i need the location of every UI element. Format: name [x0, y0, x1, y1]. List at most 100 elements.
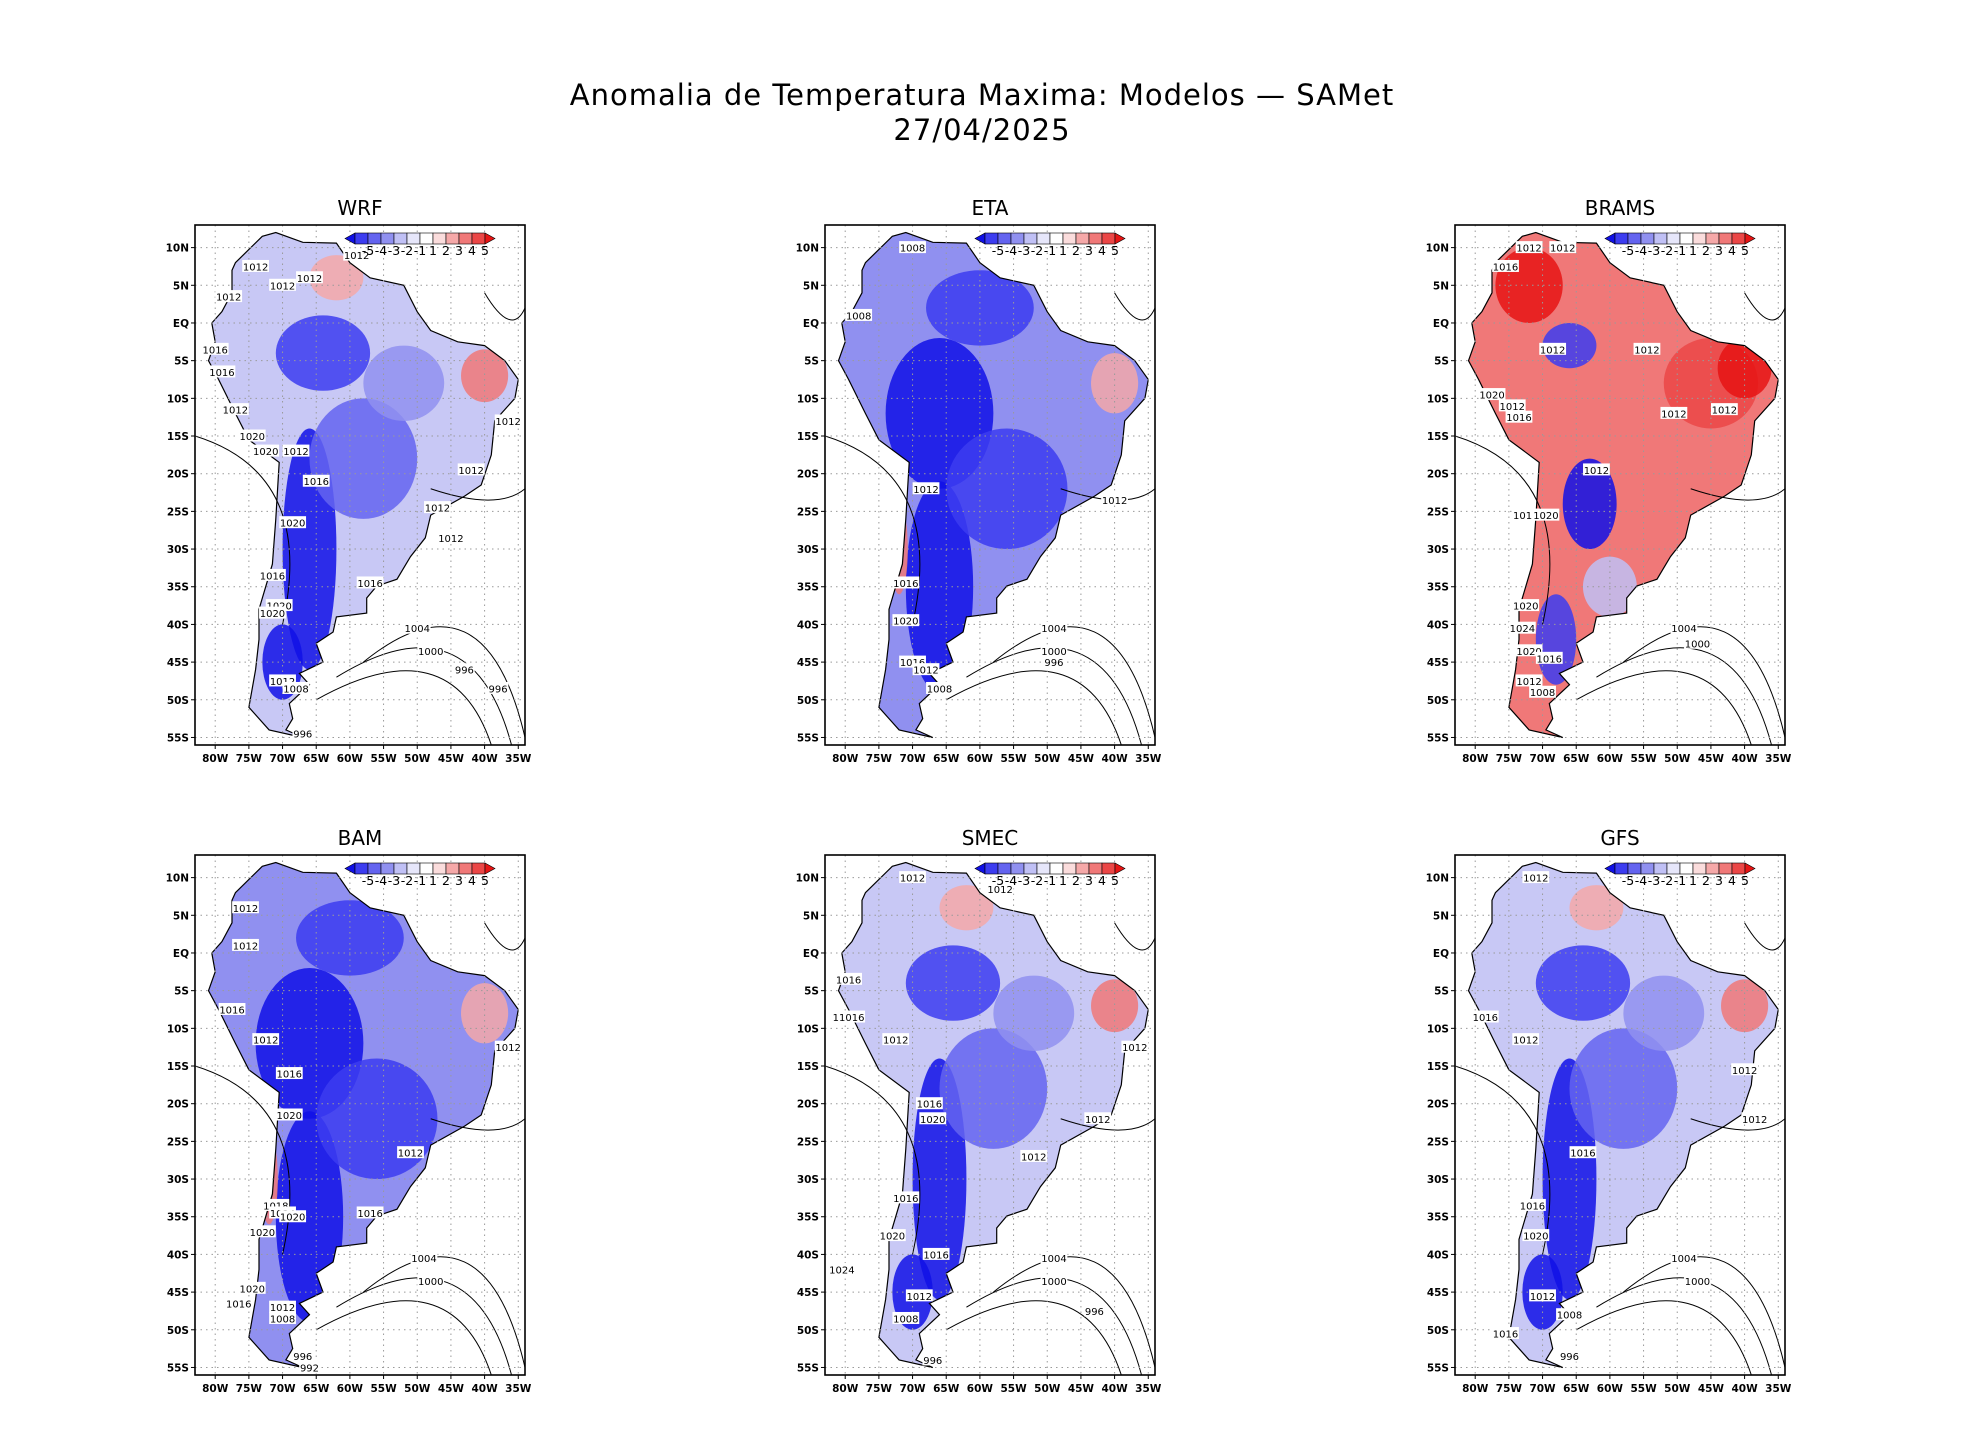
- map-frame: [824, 224, 1156, 746]
- lat-label: 5N: [803, 280, 819, 292]
- isobar-label: 1012: [1513, 1036, 1538, 1047]
- isobar-label: 1000: [1041, 1277, 1066, 1288]
- lat-label: 20S: [797, 469, 819, 481]
- isobar-label-bg: [282, 681, 310, 694]
- isobar-line: [484, 922, 525, 951]
- isobar-line: [1623, 626, 1785, 738]
- isobar-label-bg: [1512, 508, 1540, 521]
- isobar-label: 1000: [418, 1277, 443, 1288]
- isobar-label-bg: [269, 1311, 296, 1324]
- colorbar-label: -5: [1622, 243, 1634, 258]
- lat-label: EQ: [1433, 948, 1449, 960]
- isobar-label-bg: [1539, 342, 1567, 355]
- isobar-label-bg: [1084, 1304, 1105, 1317]
- lat-label: 15S: [1427, 431, 1449, 443]
- isobar-label: 1008: [283, 684, 308, 695]
- isobar-label: 1016: [923, 1250, 948, 1261]
- colorbar-label: 2: [1072, 873, 1080, 888]
- lat-label: 55S: [797, 732, 819, 744]
- isobar-line: [1114, 922, 1155, 951]
- lat-label: 25S: [167, 506, 189, 518]
- lon-label: 80W: [1462, 753, 1489, 765]
- map-panel-brams: BRAMS 1012 1012 1016 1012 1012 1012 1012 1020 101…: [1410, 185, 1930, 775]
- isobar-label-bg: [1556, 1308, 1583, 1321]
- isobar-label: 1012: [344, 251, 369, 262]
- isobar-label-bg: [1670, 621, 1698, 634]
- isobar-label-bg: [1660, 406, 1688, 419]
- colorbar-label: 3: [455, 873, 463, 888]
- isobar-label: 1012: [900, 874, 925, 885]
- isobar-line: [363, 1256, 525, 1368]
- isobar-label-bg: [1498, 399, 1526, 412]
- isobar-label: 996: [923, 1356, 942, 1367]
- lat-label: 30S: [797, 544, 819, 556]
- lat-label: 45S: [797, 1287, 819, 1299]
- map-svg: BAM1012101210161012101210161020101210181…: [166, 826, 532, 1395]
- isobar-label: 1012: [1712, 406, 1737, 417]
- colorbar-label: 2: [1702, 873, 1710, 888]
- lat-label: EQ: [173, 948, 189, 960]
- colorbar-label: -5: [992, 243, 1004, 258]
- colorbar-label: 4: [1098, 243, 1106, 258]
- isobar-label-bg: [912, 482, 940, 495]
- anomaly-blob: [1623, 975, 1705, 1051]
- colorbar-label: -3: [1018, 243, 1030, 258]
- isobar-label-bg: [1508, 621, 1536, 634]
- isobar-label: 1012: [270, 677, 295, 688]
- isobar-label: 1012: [425, 504, 450, 515]
- lat-label: 5S: [804, 356, 819, 368]
- isobar-label-bg: [1549, 241, 1577, 254]
- lon-label: 65W: [303, 753, 330, 765]
- lat-label: 40S: [797, 619, 819, 631]
- colorbar-label: 4: [1098, 873, 1106, 888]
- isobar-label-bg: [892, 576, 920, 589]
- lat-label: 20S: [1427, 469, 1449, 481]
- lon-label: 45W: [438, 1383, 465, 1395]
- isobar-label: 1020: [280, 519, 305, 530]
- colorbar-label: -5: [1622, 873, 1634, 888]
- isobar-label-bg: [986, 882, 1014, 895]
- lat-label: 5N: [173, 280, 189, 292]
- lat-label: 35S: [1427, 1212, 1449, 1224]
- isobar-line: [484, 292, 525, 321]
- isobar-label-bg: [248, 1225, 276, 1238]
- lat-label: 5S: [174, 356, 189, 368]
- colorbar-label: -5: [362, 243, 374, 258]
- isobar-label: 1000: [1685, 1277, 1710, 1288]
- isobar-label: 1016: [1520, 1201, 1545, 1212]
- isobar-label-bg: [1559, 1349, 1580, 1362]
- lon-label: 75W: [236, 1383, 263, 1395]
- isobar-label-bg: [1043, 655, 1065, 668]
- panel-title: ETA: [972, 196, 1009, 220]
- isobar-label: 1012: [223, 406, 248, 417]
- isobar-label: 1020: [880, 1232, 905, 1243]
- lon-label: 50W: [1034, 1383, 1061, 1395]
- isobar-label-bg: [922, 1353, 944, 1366]
- isobar-label-bg: [296, 271, 323, 284]
- lat-label: 45S: [1427, 657, 1449, 669]
- isobar-label: 1016: [893, 579, 918, 590]
- lon-label: 40W: [1101, 1383, 1128, 1395]
- isobar-label: 1012: [438, 534, 463, 545]
- anomaly-blob: [1535, 945, 1631, 1021]
- lon-label: 75W: [1496, 753, 1523, 765]
- lat-label: 30S: [167, 544, 189, 556]
- lon-label: 65W: [1563, 753, 1590, 765]
- map-svg: WRF1012101210121012101210161016101210201…: [166, 196, 532, 765]
- isobar-label: 1012: [1540, 345, 1565, 356]
- colorbar-label: -4: [1635, 873, 1648, 888]
- isobar-label-bg: [1633, 342, 1661, 355]
- isobar-label: 1012: [1500, 402, 1525, 413]
- isobar-line: [966, 647, 1143, 745]
- isobar-line: [1455, 1065, 1551, 1255]
- lon-label: 60W: [337, 753, 364, 765]
- lon-label: 35W: [505, 1383, 532, 1395]
- lon-label: 50W: [1034, 753, 1061, 765]
- map-frame: [194, 224, 526, 746]
- lat-label: 5S: [1434, 986, 1449, 998]
- isobar-label: 1004: [1041, 624, 1066, 635]
- isobar-label: 1020: [920, 1115, 945, 1126]
- isobar-label: 1008: [270, 1314, 295, 1325]
- map-panel-gfs: GFS 1012 1016 1012 1012 1012 1016 1016 1020 1004 1…: [1410, 815, 1930, 1405]
- isobar-label: 996: [489, 684, 508, 695]
